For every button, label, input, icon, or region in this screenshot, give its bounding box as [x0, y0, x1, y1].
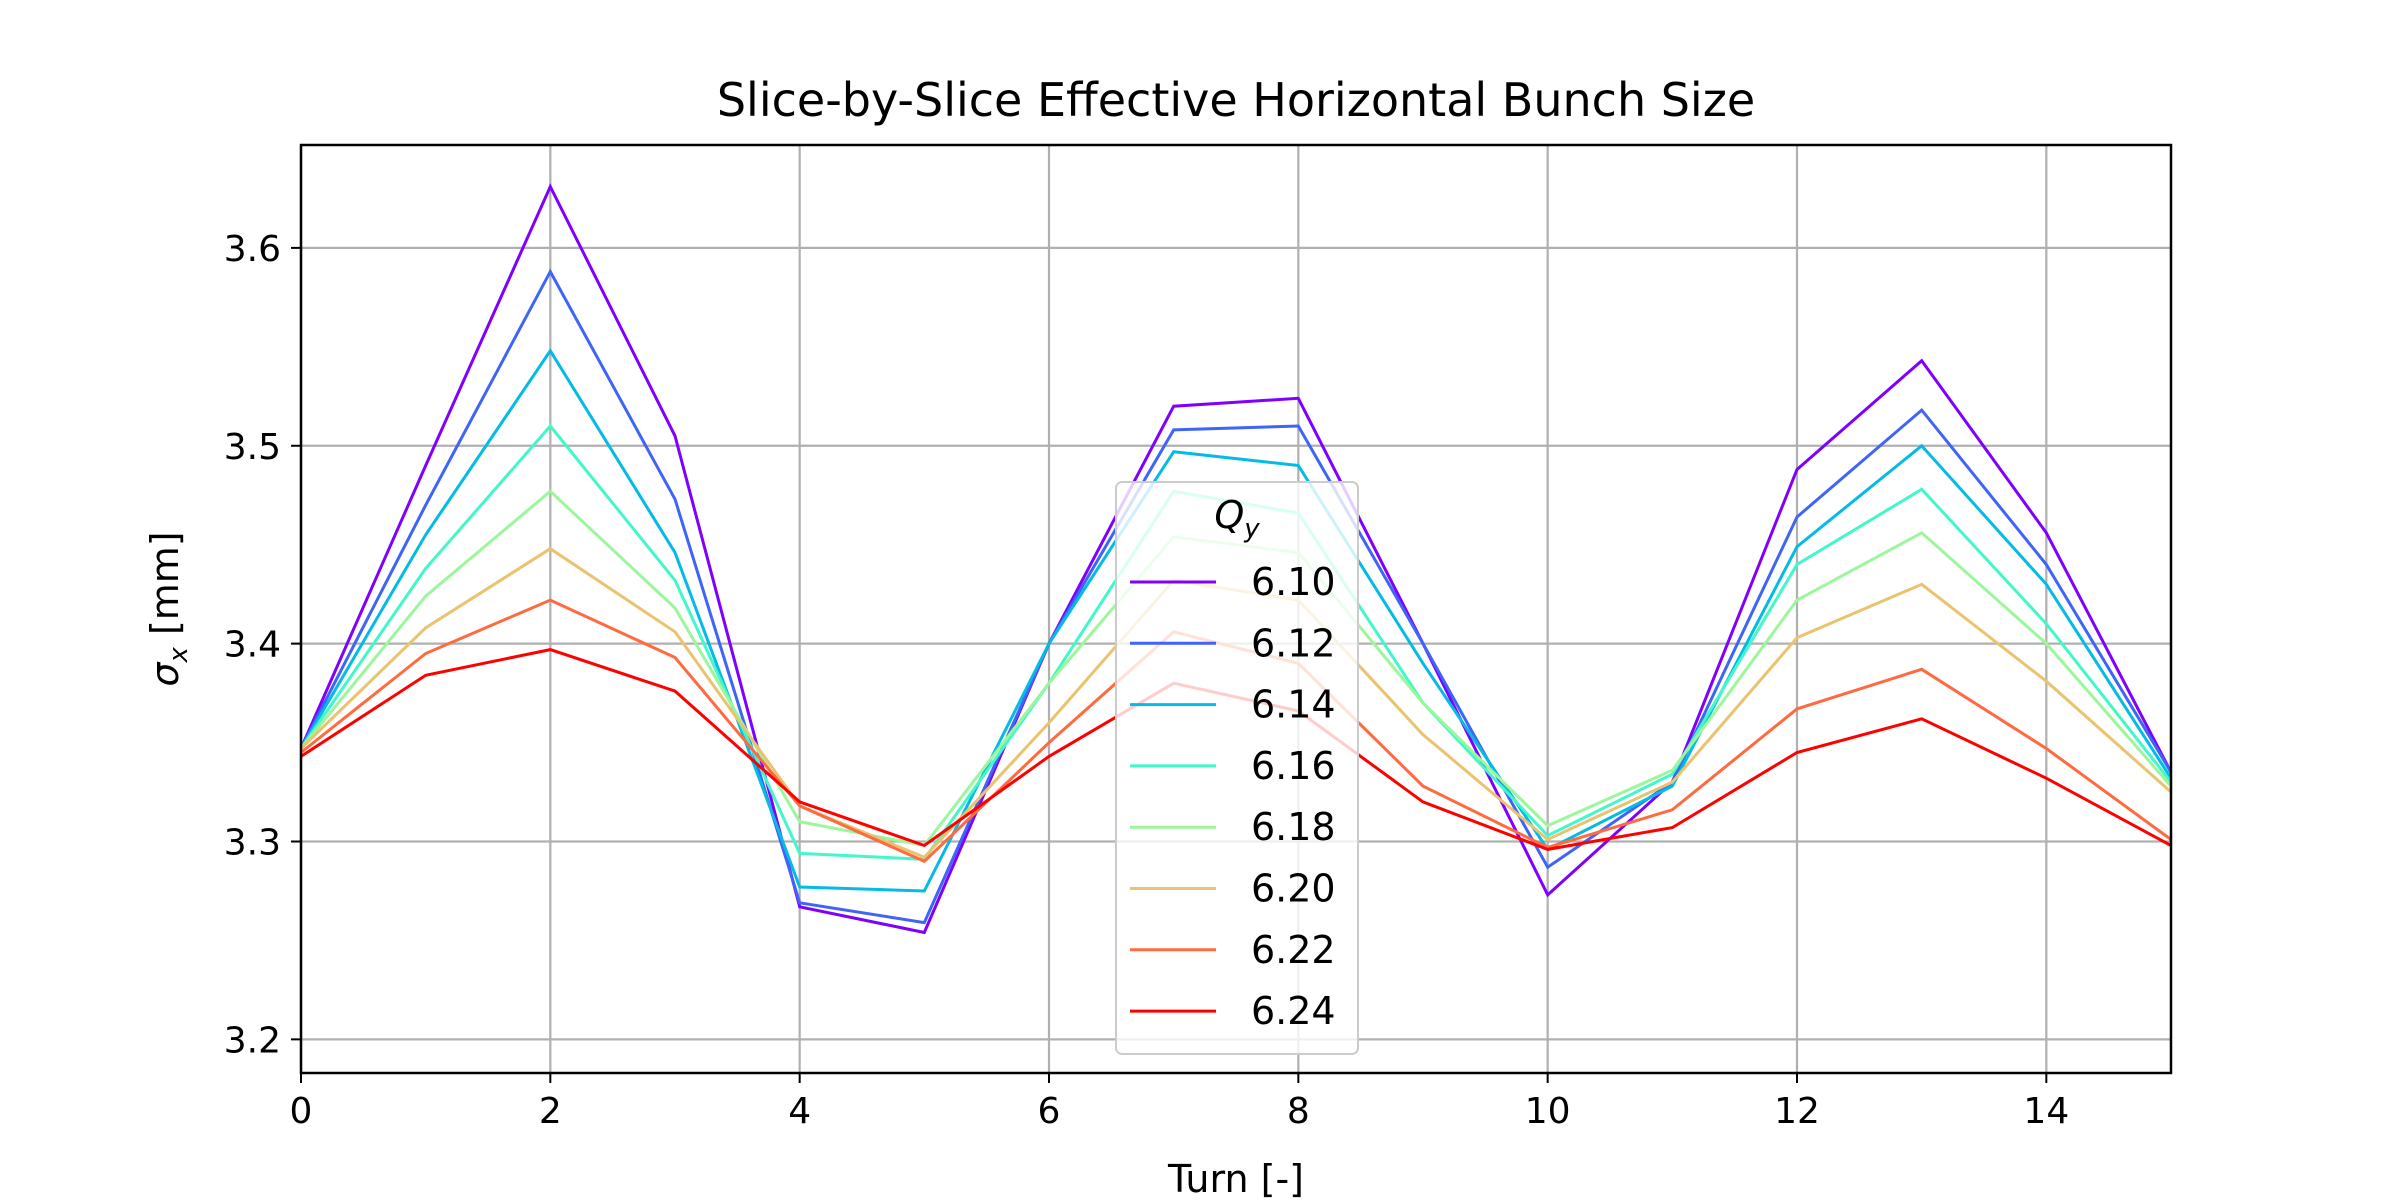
legend: Qy 6.10 6.12 6.14 6.16 6.18 6.20 6.22 6.24 — [1115, 481, 1359, 1055]
y-tick-label: 3.4 — [224, 625, 281, 666]
y-axis-label: σx [mm] — [143, 531, 194, 686]
y-tick-label: 3.5 — [224, 427, 281, 468]
x-tick-label: 8 — [1287, 1091, 1310, 1132]
x-tick-label: 14 — [2023, 1091, 2069, 1132]
legend-label: 6.18 — [1251, 805, 1336, 849]
x-tick-label: 12 — [1774, 1091, 1820, 1132]
x-tick-label: 6 — [1038, 1091, 1061, 1132]
plot-frame — [299, 143, 2173, 1075]
chart-title: Slice-by-Slice Effective Horizontal Bunc… — [717, 73, 1755, 127]
y-tick-label: 3.3 — [224, 822, 281, 863]
series-line-6.14 — [299, 348, 2173, 893]
legend-label: 6.10 — [1251, 560, 1336, 604]
legend-label: 6.14 — [1251, 683, 1336, 727]
x-tick-label: 10 — [1525, 1091, 1571, 1132]
y-tick-label: 3.6 — [224, 229, 281, 270]
axis-ticks: 0 2 4 6 8 10 12 14 3.2 3.3 3.4 3.5 3.6 — [224, 229, 2070, 1132]
legend-label: 6.16 — [1251, 744, 1336, 788]
legend-label: 6.24 — [1251, 989, 1336, 1033]
legend-label: 6.22 — [1251, 928, 1336, 972]
legend-box — [1115, 481, 1359, 1055]
series-line-6.12 — [299, 268, 2173, 925]
x-tick-label: 0 — [290, 1091, 313, 1132]
legend-title: Qy — [1214, 493, 1260, 544]
y-tick-label: 3.2 — [224, 1020, 281, 1061]
legend-label: 6.12 — [1251, 621, 1336, 665]
x-tick-label: 4 — [788, 1091, 811, 1132]
legend-label: 6.20 — [1251, 867, 1336, 911]
series-line-6.10 — [299, 183, 2173, 935]
x-axis-label: Turn [-] — [1167, 1157, 1304, 1200]
x-tick-label: 2 — [539, 1091, 562, 1132]
